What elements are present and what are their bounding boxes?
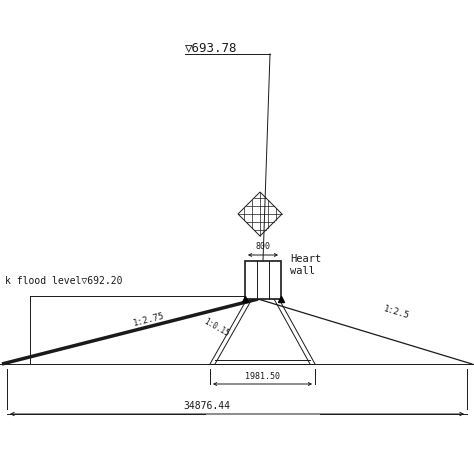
Text: Heart
wall: Heart wall xyxy=(290,254,321,276)
Text: k flood level▽692.20: k flood level▽692.20 xyxy=(5,276,122,286)
Text: 1981.50: 1981.50 xyxy=(245,372,280,381)
Text: 1:2.5: 1:2.5 xyxy=(382,304,410,320)
Text: 1:2.75: 1:2.75 xyxy=(132,311,165,328)
Text: ▽693.78: ▽693.78 xyxy=(185,41,237,54)
Bar xyxy=(245,261,281,299)
Text: 1:0.15: 1:0.15 xyxy=(202,317,231,338)
Text: 800: 800 xyxy=(255,242,271,251)
Text: 34876.44: 34876.44 xyxy=(183,401,230,411)
